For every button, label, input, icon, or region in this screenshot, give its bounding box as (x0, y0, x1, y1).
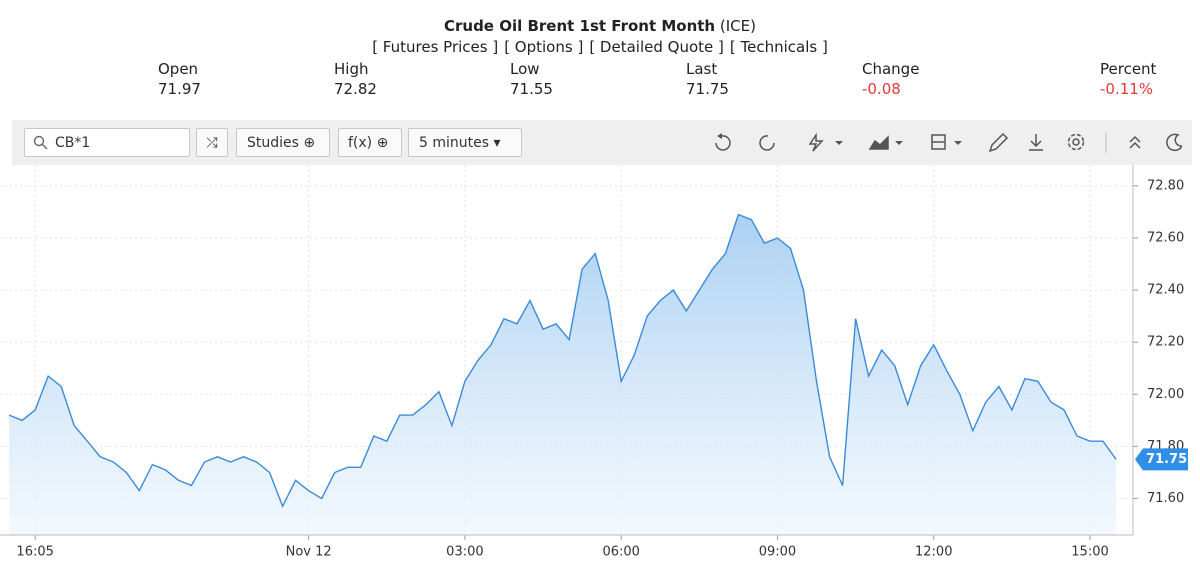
x-tick-label: 06:00 (602, 545, 639, 560)
theme[interactable] (1166, 133, 1182, 152)
quote-label: Last (686, 60, 718, 78)
settings[interactable] (1072, 138, 1080, 146)
quote: High 72.82 (334, 59, 377, 99)
toolbar: CB*1 ⤮ Studies ⊕ f(x) ⊕ 5 minutes ▾ (12, 120, 1192, 165)
instrument-name: Crude Oil Brent 1st Front Month (443, 17, 716, 35)
interval-button[interactable]: 5 minutes ▾ (408, 128, 522, 157)
last-price-badge (1135, 448, 1188, 471)
link[interactable]: [ Options ] (504, 38, 584, 56)
quote-label: Low (510, 60, 540, 78)
x-tick-label: 16:05 (16, 545, 53, 560)
y-tick-label: 72.40 (1147, 283, 1184, 298)
quote-label: Change (862, 60, 920, 78)
interval: 5 minutes (419, 135, 490, 151)
settings-gear (1067, 133, 1085, 151)
x-tick-label: 03:00 (446, 545, 483, 560)
quote: Last 71.75 (686, 59, 729, 99)
dropdown (954, 141, 962, 145)
fx-button[interactable]: f(x) ⊕ (338, 128, 402, 157)
draw-tool[interactable] (808, 132, 824, 152)
x-tick-label: 15:00 (1071, 545, 1108, 560)
quote-label: Open (158, 60, 199, 78)
pencil[interactable] (988, 132, 1009, 153)
dropdown (895, 141, 903, 145)
x-tick-label: 12:00 (915, 545, 952, 560)
quote: Change -0.08 (862, 59, 919, 99)
title: Crude Oil Brent 1st Front Month (ICE) (0, 17, 1200, 35)
symbol: CB*1 (55, 135, 91, 151)
quote-value: 71.55 (510, 80, 553, 98)
studies-button[interactable]: Studies ⊕ (236, 128, 330, 157)
compare-button[interactable]: ⤮ (196, 128, 228, 157)
redo[interactable] (759, 135, 775, 151)
y-tick-label: 72.20 (1147, 335, 1184, 350)
y-tick-label: 72.00 (1147, 387, 1184, 402)
price-line (8, 213, 1117, 509)
quote-value: 72.82 (334, 80, 377, 98)
last-price-label: 71.75 (1146, 452, 1187, 467)
toolbar-icons (715, 132, 1182, 153)
download[interactable] (1029, 134, 1043, 151)
quote: Percent -0.11% (1100, 59, 1156, 99)
link[interactable]: [ Futures Prices ] (372, 38, 499, 56)
x-tick-label: 09:00 (759, 545, 796, 560)
quote-label: High (334, 60, 369, 78)
y-tick-label: 72.60 (1147, 230, 1184, 245)
exchange: (ICE) (719, 17, 756, 35)
quote: Open 71.97 (158, 59, 201, 99)
collapse[interactable] (1129, 135, 1141, 149)
y-tick-label: 72.80 (1147, 178, 1184, 193)
quote: Low 71.55 (510, 59, 553, 99)
area (9, 214, 1117, 535)
undo[interactable] (715, 135, 731, 151)
quote-value: 71.75 (686, 80, 729, 98)
x-tick-label: Nov 12 (286, 545, 332, 560)
dropdown (835, 141, 843, 145)
undo-arrow (717, 133, 722, 139)
link[interactable]: [ Detailed Quote ] (589, 38, 724, 56)
chart: 71.6071.8072.0072.2072.4072.6072.8016:05… (0, 165, 1188, 560)
studies: Studies (247, 135, 299, 151)
search-icon (33, 135, 48, 150)
fx: f(x) (348, 135, 373, 151)
y-tick-label: 71.60 (1147, 491, 1184, 506)
links: [ Futures Prices ] [ Options ] [ Detailed … (0, 38, 1200, 56)
quote-value: 71.97 (158, 80, 201, 98)
quote-value: -0.11% (1100, 80, 1154, 98)
quote-label: Percent (1100, 60, 1157, 78)
link[interactable]: [ Technicals ] (729, 38, 828, 56)
symbol-search[interactable]: CB*1 (24, 128, 190, 157)
chart-type[interactable] (868, 135, 889, 150)
quote-value: -0.08 (862, 80, 901, 98)
